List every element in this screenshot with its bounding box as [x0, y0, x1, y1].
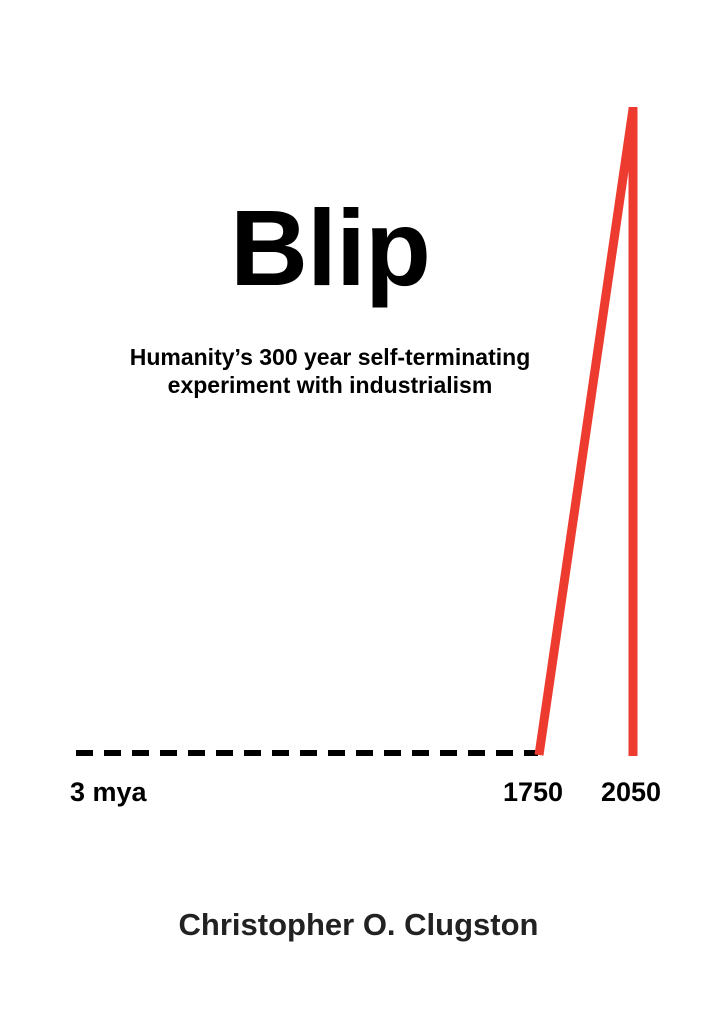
book-author: Christopher O. Clugston — [178, 907, 539, 942]
timeline-label-start: 3 mya — [70, 777, 147, 807]
spike-rising-line — [534, 108, 638, 756]
subtitle-line-2: experiment with industrialism — [167, 372, 493, 398]
book-title: Blip — [230, 187, 431, 308]
book-subtitle: Humanity’s 300 year self-terminating exp… — [0, 343, 660, 399]
timeline-label-1750: 1750 — [503, 777, 564, 807]
timeline-label-2050: 2050 — [601, 777, 662, 807]
subtitle-line-1: Humanity’s 300 year self-terminating — [129, 344, 531, 370]
